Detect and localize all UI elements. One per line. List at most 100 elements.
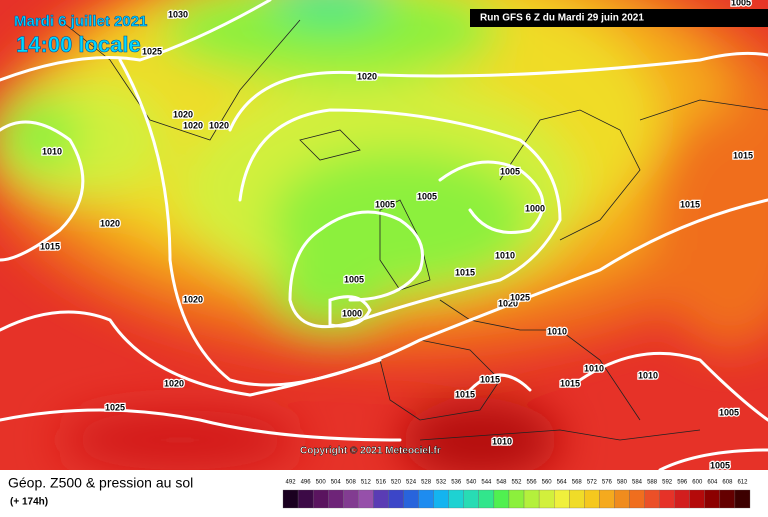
scale-label: 608 (722, 480, 733, 486)
isobar-label: 1015 (455, 389, 475, 399)
isobar-label: 1020 (183, 294, 203, 304)
isobar-label: 1010 (495, 250, 515, 260)
isobar-label: 1005 (500, 166, 520, 176)
isobar-label: 1005 (710, 460, 730, 470)
isobar-label: 1020 (173, 109, 193, 119)
scale-swatch (463, 489, 479, 509)
scale-label: 504 (331, 480, 342, 486)
scale-label: 592 (662, 480, 673, 486)
scale-swatch (704, 489, 721, 509)
isobar-label: 1000 (525, 203, 545, 213)
scale-swatch (614, 489, 630, 509)
scale-label: 516 (376, 480, 387, 486)
scale-swatch (418, 489, 434, 509)
scale-label: 524 (406, 480, 417, 486)
scale-label: 500 (316, 480, 327, 486)
isobar-label: 1030 (168, 9, 188, 19)
scale-label: 536 (451, 480, 462, 486)
isobar-label: 1025 (142, 46, 162, 56)
scale-swatch (523, 489, 540, 509)
isobar-labels: 1030102510201020102010201010102010151020… (39, 0, 755, 472)
scale-swatch (358, 489, 374, 509)
scale-label: 520 (391, 480, 402, 486)
isobar-label: 1005 (375, 199, 395, 209)
isobar-label: 1005 (719, 407, 739, 417)
isobar-label: 1010 (638, 370, 658, 380)
scale-label: 496 (301, 480, 312, 486)
isobar-label: 1020 (183, 120, 203, 130)
scale-label: 612 (737, 480, 748, 486)
isobar-label: 1020 (357, 71, 377, 81)
date-label: Mardi 6 juillet 2021 (14, 13, 147, 30)
isobar-label: 1020 (100, 218, 120, 228)
scale-label: 600 (692, 480, 703, 486)
scale-swatch (644, 489, 660, 509)
color-scale: 492 496 500 504 508 512 516 520 524 528 532 536 540 5… (282, 480, 751, 509)
isobar-label: 1015 (480, 374, 500, 384)
scale-swatch (343, 489, 359, 509)
isobar-label: 1015 (733, 150, 753, 160)
isobar-label: 1025 (105, 402, 125, 412)
scale-swatch (312, 489, 329, 509)
scale-swatch (448, 489, 464, 509)
isobar-label: 1005 (731, 0, 751, 7)
scale-label: 508 (346, 480, 357, 486)
isobar-label: 1005 (344, 274, 364, 284)
scale-swatch (538, 489, 555, 509)
legend-title: Géop. Z500 & pression au sol (8, 475, 193, 491)
scale-swatch (659, 489, 675, 509)
scale-label: 580 (617, 480, 628, 486)
scale-swatch (584, 489, 600, 509)
scale-label: 564 (557, 480, 568, 486)
scale-label: 552 (511, 480, 522, 486)
isobar-label: 1005 (417, 191, 437, 201)
scale-label: 572 (587, 480, 598, 486)
scale-swatch (282, 489, 299, 509)
isobar-label: 1025 (510, 292, 530, 302)
scale-swatch (629, 489, 645, 509)
scale-label: 588 (647, 480, 658, 486)
scale-label: 492 (286, 480, 297, 486)
isobar-label: 1015 (40, 241, 60, 251)
scale-label: 576 (602, 480, 613, 486)
scale-label: 604 (707, 480, 718, 486)
legend-subtitle: (+ 174h) (10, 497, 48, 508)
scale-label: 560 (542, 480, 553, 486)
scale-label: 544 (481, 480, 492, 486)
isobar-label: 1020 (209, 120, 229, 130)
isobar-label: 1000 (342, 308, 362, 318)
scale-swatch (493, 489, 510, 509)
scale-swatch (297, 489, 314, 509)
scale-swatch (388, 489, 404, 509)
scale-swatch (373, 489, 389, 509)
scale-label: 540 (466, 480, 477, 486)
isobar-label: 1010 (42, 146, 62, 156)
scale-swatch (599, 489, 615, 509)
scale-swatch (569, 489, 585, 509)
scale-label: 512 (361, 480, 372, 486)
scale-label: 596 (677, 480, 688, 486)
isobar-label: 1010 (547, 326, 567, 336)
time-label: 14:00 locale (16, 32, 141, 57)
scale-swatch (328, 489, 344, 509)
isobar-label: 1010 (492, 436, 512, 446)
isobar-label: 1015 (680, 199, 700, 209)
scale-label: 548 (496, 480, 507, 486)
scale-swatch (674, 489, 690, 509)
isobar-label: 1015 (560, 378, 580, 388)
scale-label: 584 (632, 480, 643, 486)
scale-swatch (478, 489, 495, 509)
isobar-label: 1010 (584, 363, 604, 373)
run-label: Run GFS 6 Z du Mardi 29 juin 2021 (480, 13, 644, 24)
map-field (0, 0, 768, 470)
scale-swatch (508, 489, 525, 509)
scale-label: 568 (572, 480, 583, 486)
scale-swatch (719, 489, 736, 509)
scale-label: 532 (436, 480, 447, 486)
scale-swatch (403, 489, 419, 509)
scale-swatch (433, 489, 449, 509)
scale-label: 556 (527, 480, 538, 486)
scale-swatch (554, 489, 570, 509)
isobar-label: 1015 (455, 267, 475, 277)
